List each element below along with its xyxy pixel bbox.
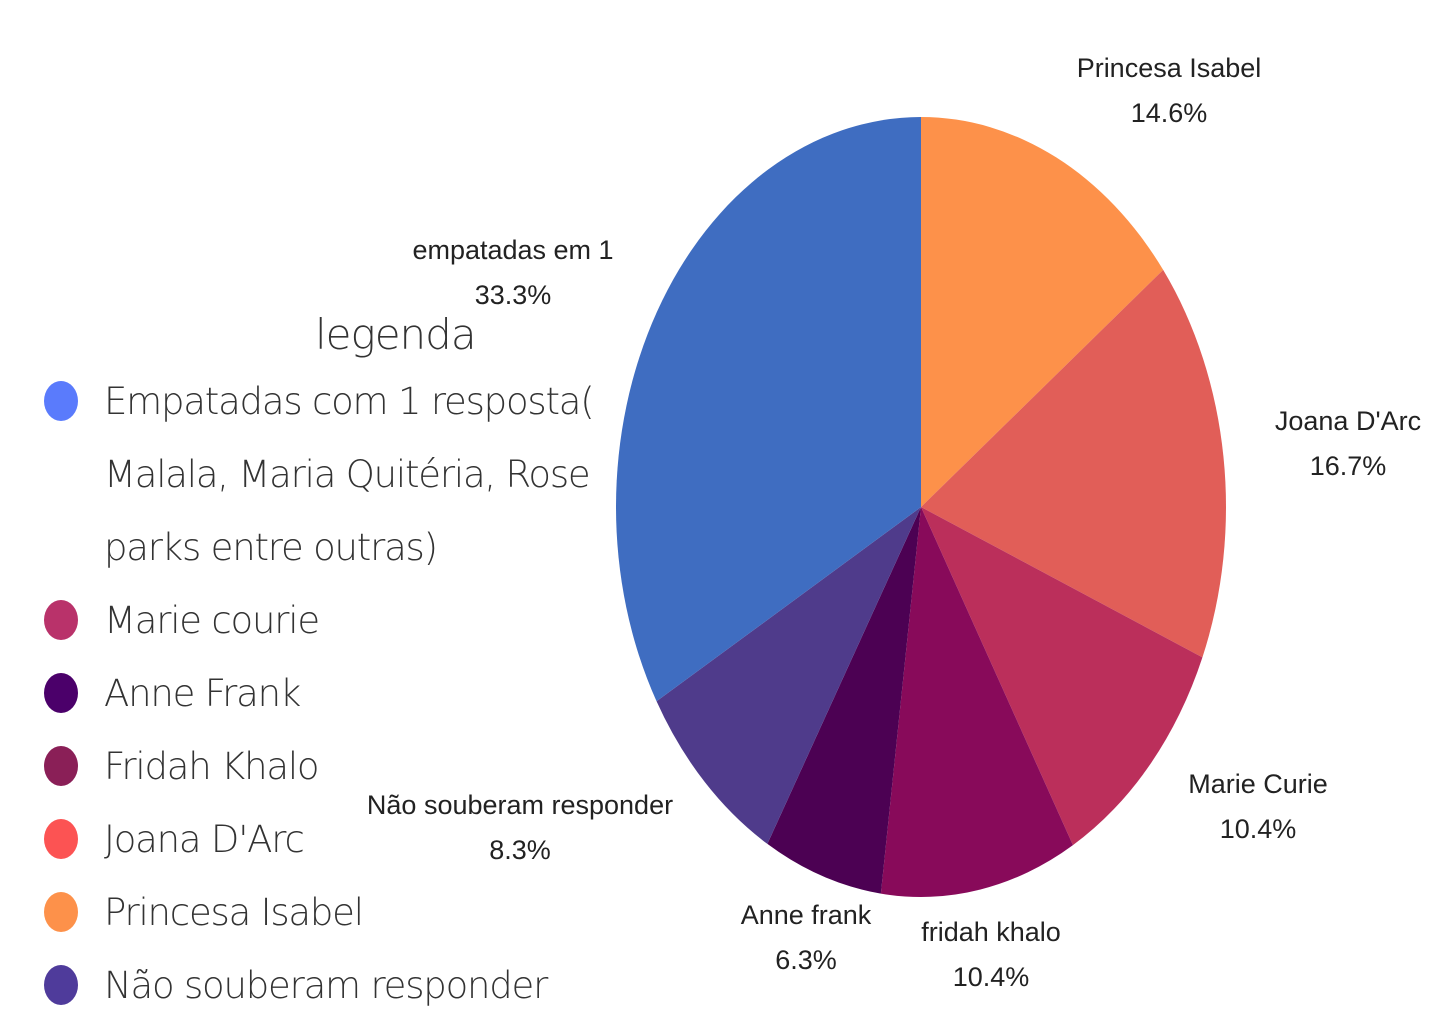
slice-value: 14.6% <box>1131 98 1208 128</box>
legend-swatch <box>44 673 78 713</box>
legend-label: Joana D'Arc <box>104 818 305 861</box>
pie-slice <box>880 507 1073 898</box>
slice-label: fridah khalo <box>921 917 1061 947</box>
legend-title: legenda <box>315 310 477 359</box>
slice-value: 10.4% <box>1220 814 1297 844</box>
legend-item: Não souberam responder <box>40 949 620 1016</box>
pie-slice <box>615 117 921 702</box>
legend-swatch <box>44 600 78 640</box>
slice-label: Não souberam responder <box>367 790 673 820</box>
legend-item: Fridah Khalo <box>40 730 620 803</box>
pie-slice <box>767 507 921 894</box>
pie-slice <box>921 117 1164 507</box>
slice-value: 16.7% <box>1310 451 1387 481</box>
slice-value: 6.3% <box>775 945 837 975</box>
legend-swatch <box>44 819 78 859</box>
slice-value: 33.3% <box>475 280 552 310</box>
legend-item: Joana D'Arc <box>40 803 620 876</box>
legend-label: Empatadas com 1 resposta( Malala, Maria … <box>104 380 595 569</box>
slice-label: Joana D'Arc <box>1275 406 1421 436</box>
legend-swatch <box>44 381 78 421</box>
pie-slice <box>921 269 1226 658</box>
slice-label: Princesa Isabel <box>1077 53 1262 83</box>
slice-value: 8.3% <box>489 835 551 865</box>
legend-item: Marie courie <box>40 584 620 657</box>
legend-label: Princesa Isabel <box>104 891 364 934</box>
slice-label: Marie Curie <box>1188 769 1328 799</box>
legend: legenda Empatadas com 1 resposta( Malala… <box>40 305 620 1016</box>
legend-item: Princesa Isabel <box>40 876 620 949</box>
legend-label: Marie courie <box>104 599 320 642</box>
legend-item: Empatadas com 1 resposta( Malala, Maria … <box>40 365 620 584</box>
pie-slice <box>921 507 1203 846</box>
pie-slice <box>656 507 921 844</box>
legend-swatch <box>44 746 78 786</box>
slice-label: empatadas em 1 <box>412 235 613 265</box>
legend-swatch <box>44 892 78 932</box>
legend-item: Anne Frank <box>40 657 620 730</box>
legend-label: Anne Frank <box>104 672 301 715</box>
slice-label: Anne frank <box>741 900 872 930</box>
legend-swatch <box>44 965 78 1005</box>
slice-value: 10.4% <box>953 962 1030 992</box>
legend-label: Não souberam responder <box>104 964 548 1007</box>
legend-label: Fridah Khalo <box>104 745 320 788</box>
